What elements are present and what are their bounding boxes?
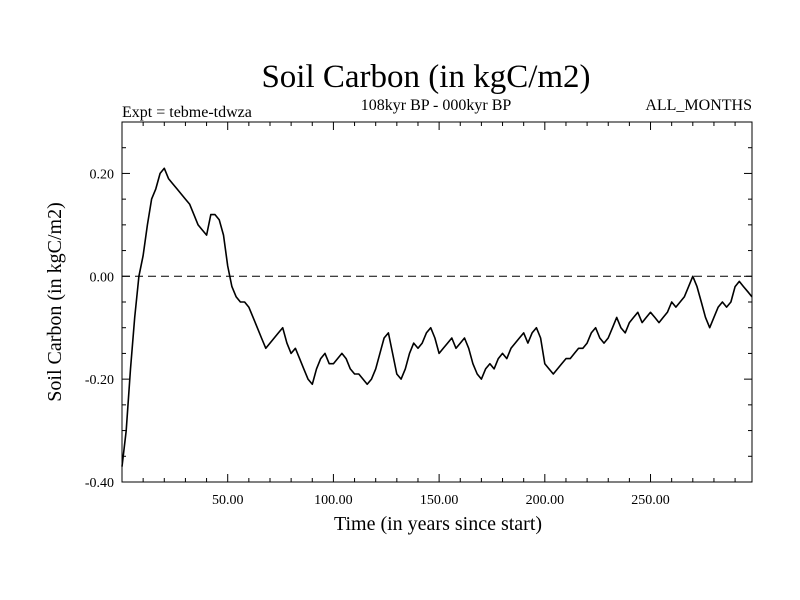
y-tick-label: -0.20 [85, 373, 114, 388]
y-tick-label: 0.20 [90, 167, 115, 182]
x-tick-label: 50.00 [212, 493, 244, 508]
soil-carbon-series-line [121, 167, 753, 467]
y-axis-ticks: 0.20 0.00 -0.20 -0.40 [85, 121, 752, 491]
x-tick-label: 250.00 [631, 493, 670, 508]
x-axis-label: Time (in years since start) [334, 513, 542, 535]
plot-frame [121, 121, 753, 483]
x-tick-label: 100.00 [314, 493, 353, 508]
y-tick-label: 0.00 [90, 270, 115, 285]
season-label: ALL_MONTHS [645, 97, 752, 114]
experiment-label: Expt = tebme-tdwza [122, 104, 252, 121]
x-tick-label: 200.00 [526, 493, 565, 508]
chart-title: Soil Carbon (in kgC/m2) [261, 59, 590, 95]
x-axis-ticks: 50.00 100.00 150.00 200.00 250.00 [142, 122, 736, 508]
y-tick-label: -0.40 [85, 476, 114, 491]
x-tick-label: 150.00 [420, 493, 459, 508]
y-axis-label: Soil Carbon (in kgC/m2) [44, 202, 66, 401]
period-label: 108kyr BP - 000kyr BP [361, 97, 512, 114]
